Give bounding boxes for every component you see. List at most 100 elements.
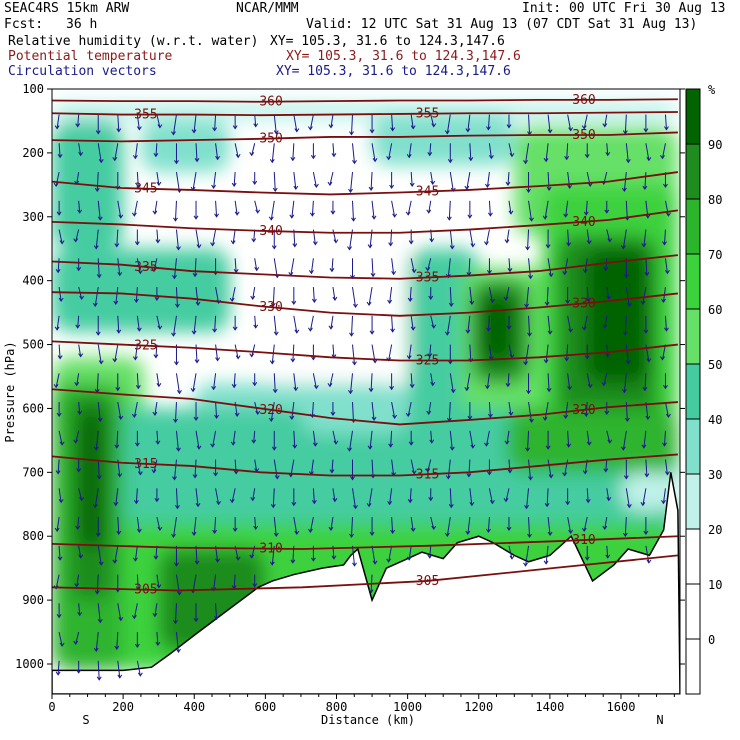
- rh-blob: [140, 120, 230, 173]
- circulation-vector-head: [232, 125, 238, 130]
- circulation-vector-head: [294, 530, 300, 535]
- circulation-vector-head: [292, 243, 298, 248]
- colorbar-label: 40: [708, 413, 722, 427]
- circulation-vector-head: [329, 469, 335, 474]
- circulation-vector: [193, 114, 197, 133]
- circulation-vector: [78, 402, 81, 415]
- circulation-vector-head: [293, 185, 299, 190]
- circulation-vector-head: [272, 389, 278, 394]
- circulation-vector: [293, 373, 297, 391]
- circulation-vector: [136, 516, 140, 533]
- circulation-vector-head: [96, 274, 102, 279]
- circulation-vector: [369, 430, 373, 449]
- circulation-vector-head: [254, 267, 260, 272]
- circulation-vector: [254, 258, 258, 271]
- circulation-vector: [351, 315, 354, 336]
- circulation-vector: [388, 143, 393, 160]
- circulation-vector: [273, 459, 278, 479]
- field-name-vectors: Circulation vectors: [8, 64, 157, 79]
- circulation-vector: [56, 315, 60, 330]
- y-tick-label: 700: [22, 465, 44, 479]
- circulation-vector-head: [73, 439, 79, 444]
- circulation-vector: [644, 373, 647, 391]
- y-tick-label: 1000: [15, 657, 44, 671]
- circulation-vector: [352, 545, 356, 566]
- circulation-vector-head: [289, 214, 295, 219]
- circulation-vector-head: [136, 528, 142, 533]
- circulation-vector: [625, 143, 629, 163]
- circulation-vector-head: [215, 357, 221, 362]
- circulation-vector-head: [427, 152, 433, 157]
- circulation-vector-head: [78, 152, 84, 157]
- circulation-vector: [547, 517, 551, 536]
- circulation-vector-head: [332, 498, 338, 503]
- circulation-vector-head: [386, 156, 392, 161]
- circulation-vector-head: [232, 326, 238, 331]
- theta-contour-345: [52, 171, 679, 196]
- circulation-vector: [136, 315, 140, 331]
- circulation-vector-head: [92, 302, 98, 307]
- circulation-vector-head: [583, 412, 589, 417]
- circulation-vector-head: [177, 591, 182, 596]
- circulation-vector: [77, 315, 80, 328]
- circulation-vector-head: [586, 441, 592, 446]
- circulation-vector-head: [665, 471, 670, 476]
- circulation-vector: [508, 459, 511, 473]
- circulation-vector: [116, 632, 119, 650]
- circulation-vector-head: [470, 243, 476, 248]
- colorbar-segment: [686, 254, 700, 309]
- circulation-vector-head: [371, 215, 377, 220]
- circulation-vector: [309, 114, 314, 130]
- circulation-vector: [391, 517, 394, 534]
- circulation-vector-head: [411, 470, 417, 475]
- circulation-vector: [195, 143, 198, 162]
- circulation-vector-head: [56, 211, 62, 216]
- circulation-vector-head: [449, 446, 455, 451]
- circulation-vector: [508, 200, 512, 214]
- circulation-vector-head: [152, 411, 158, 416]
- circulation-vector-head: [348, 188, 353, 193]
- circulation-vector-head: [662, 442, 667, 447]
- circulation-vector: [564, 459, 569, 476]
- circulation-vector-head: [255, 410, 261, 415]
- circulation-vector: [567, 516, 572, 534]
- circulation-vector-head: [132, 557, 138, 562]
- circulation-vector-head: [291, 502, 297, 507]
- circulation-vector-head: [193, 416, 199, 421]
- circulation-vector: [547, 315, 551, 334]
- circulation-vector-head: [372, 560, 378, 565]
- circulation-vector-head: [370, 273, 376, 278]
- circulation-vector-head: [604, 209, 610, 214]
- circulation-vector-head: [464, 387, 470, 392]
- circulation-vector: [77, 517, 80, 530]
- circulation-vector-head: [644, 272, 650, 277]
- circulation-vector-head: [232, 527, 238, 532]
- circulation-vector: [214, 315, 217, 332]
- circulation-vector-head: [622, 331, 628, 336]
- circulation-vector-head: [584, 355, 590, 360]
- circulation-vector-head: [645, 214, 651, 219]
- circulation-vector: [155, 143, 158, 157]
- circulation-vector-head: [486, 126, 491, 131]
- circulation-vector: [586, 287, 589, 302]
- circulation-vector-head: [449, 245, 455, 250]
- circulation-vector-head: [431, 324, 437, 329]
- circulation-vector: [174, 402, 177, 423]
- circulation-vector: [508, 344, 513, 358]
- circulation-vector-head: [529, 418, 534, 423]
- circulation-vector-head: [389, 184, 395, 189]
- circulation-vector-head: [371, 416, 377, 421]
- circulation-vector-head: [112, 157, 118, 162]
- forecast-label: Fcst:: [4, 17, 44, 32]
- circulation-vector: [467, 315, 471, 333]
- circulation-vector-head: [307, 528, 313, 533]
- circulation-vector-head: [444, 532, 450, 537]
- circulation-vector-head: [131, 615, 137, 620]
- circulation-vector-head: [503, 296, 509, 301]
- circulation-vector: [643, 430, 647, 448]
- circulation-vector-head: [270, 504, 276, 509]
- circulation-vector: [545, 143, 549, 162]
- circulation-vector: [156, 632, 159, 646]
- circulation-vector: [97, 258, 100, 278]
- circulation-vector-head: [605, 353, 611, 358]
